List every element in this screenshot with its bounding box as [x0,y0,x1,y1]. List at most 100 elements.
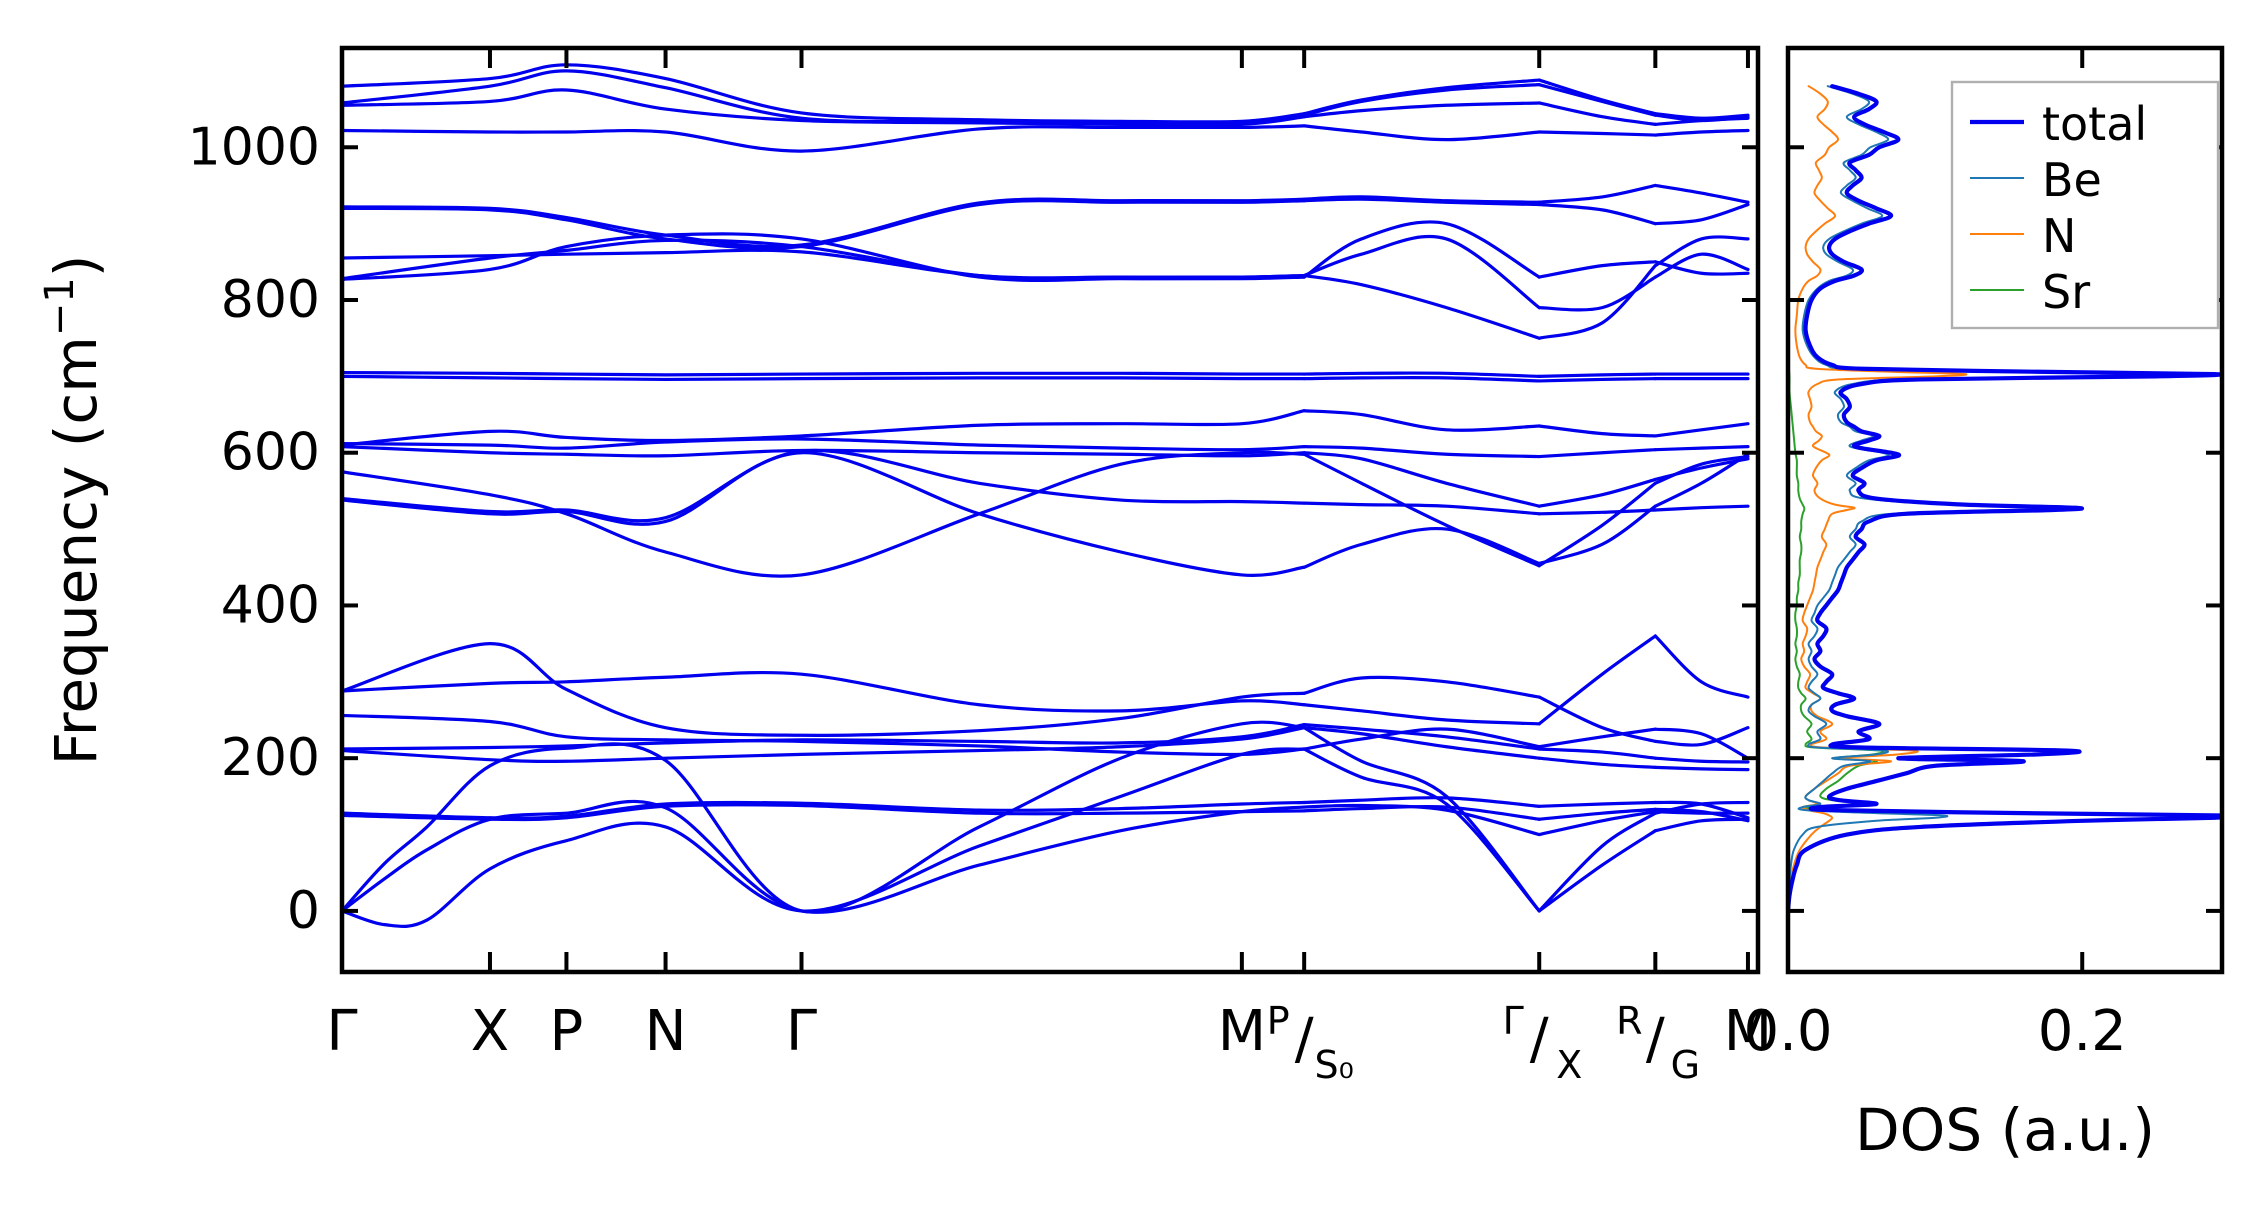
x-tick-label: M [1218,999,1266,1064]
x-tick-label-sub: G [1671,1043,1700,1087]
phonon-band-branch [1302,195,1541,204]
phonon-band-branch [1302,452,1541,568]
phonon-band-branch [1653,128,1750,137]
phonon-band-branch [1302,804,1541,821]
phonon-band-branch [342,370,1306,377]
y-tick-group: 0 200 400 600 800 1000 [188,117,1758,941]
phonon-band-branch [1537,275,1657,312]
phonon-band-branch [1302,727,1541,751]
x-tick-label-sup: P [1267,999,1290,1043]
phonon-band-branch [1653,202,1750,226]
phonon-band-branch [1653,445,1750,452]
phonon-band-branch [1537,477,1657,508]
phonon-band-branch [1537,811,1657,913]
y-axis-label-text: Frequency (cm−1) [37,255,110,766]
phonon-band-branch [1302,445,1541,459]
phonon-band-branch [1537,260,1657,279]
phonon-band-branch [1302,722,1541,751]
phonon-band-branch [342,670,1306,713]
phonon-band-branch [1653,235,1750,268]
phonon-band-branch [342,445,1306,458]
phonon-band-branch [1302,747,1541,913]
phonon-band-branch [1653,756,1750,764]
band-axes-frame [339,45,1761,975]
dos-x-tick-label: 0.0 [1743,999,1832,1064]
phonon-band-branch [342,124,1306,153]
phonon-band-branch [1537,372,1657,378]
phonon-band-branch [342,374,1306,382]
phonon-band-branch [1537,695,1657,743]
legend-label-Be: Be [2042,153,2102,207]
phonon-band-branch [1302,703,1541,726]
phonon-band-branch [1537,829,1657,913]
legend-entry[interactable]: Be [1970,153,2102,207]
phonon-band-branch [342,747,1306,929]
legend-label-total: total [2042,97,2147,151]
legend-entry[interactable]: total [1970,97,2147,151]
phonon-band-branch [1302,451,1541,508]
phonon-band-branch [342,800,1306,820]
phonon-band-branch [1653,800,1750,820]
legend-label-N: N [2042,209,2076,263]
x-tick-label: M [1724,999,1772,1064]
phonon-band-branch [1302,101,1541,119]
phonon-band-branch [1537,810,1657,837]
dos-curve-N [1788,85,1968,912]
legend-entry[interactable]: Sr [1970,265,2090,319]
x-tick-label-text: M [1724,999,1772,1064]
phonon-band-branch [342,409,1306,447]
phonon-band-branch [1302,124,1541,142]
y-tick-label: 800 [221,270,320,330]
phonon-band-branch [1653,454,1750,485]
dos-x-axis-label: DOS (a.u.) [1855,1096,2155,1164]
x-tick-label-text: Γ [786,999,817,1064]
phonon-band-branch [1653,252,1750,279]
phonon-band-branch [1302,234,1541,310]
phonon-band-branch [1653,807,1750,823]
x-tick-label-text: M [1218,999,1266,1064]
phonon-band-branch [1302,501,1541,516]
x-tick-label-text: Γ [326,999,357,1064]
dos-x-tick-label: 0.2 [2038,999,2127,1064]
x-tick-label-group: Γ X P N Γ M P / S₀Γ / XR / GM [326,999,1772,1087]
phonon-band-branch [1653,457,1750,482]
phonon-band-branch [1302,675,1541,699]
phonon-band-branch [1653,634,1750,699]
phonon-band-branch [1653,422,1750,438]
phonon-band-branch [342,799,1306,914]
phonon-band-branch [1537,424,1657,438]
phonon-band-branch [1537,727,1657,749]
dos-x-tick-group: 0.0 0.2 [1743,48,2127,1064]
x-tick-label-text: P [550,999,584,1064]
phonon-band-branch [1537,634,1657,726]
x-tick-label: P [550,999,584,1064]
phonon-band-branch [1302,796,1541,808]
y-tick-label: 400 [221,575,320,635]
y-tick-label: 0 [287,881,320,941]
x-tick-label: R / G [1616,999,1700,1087]
y-axis-label: Frequency (cm−1) [37,255,110,766]
phonon-band-branch [1537,130,1657,137]
x-tick-label-sup: Γ [1503,999,1524,1043]
phonon-band-branch [1537,504,1657,566]
phonon-band-branch [1653,183,1750,204]
legend-entry[interactable]: N [1970,209,2076,263]
phonon-band-branch [1537,800,1657,808]
y-tick-label: 1000 [188,117,320,177]
x-tick-label-text: N [645,999,687,1064]
phonon-band-branch [1302,409,1541,432]
phonon-band-branch [1302,78,1541,116]
phonon-band-branch [1537,377,1657,383]
phonon-band-branch [1302,726,1541,760]
x-tick-label: P / S₀ [1267,999,1354,1087]
phonon-band-branch [342,232,1306,283]
phonon-band-branch [1302,371,1541,378]
phonon-band-branch [342,248,1306,280]
legend-label-Sr: Sr [2042,265,2090,319]
x-tick-group [340,48,1750,972]
x-tick-label: Γ [326,999,357,1064]
phonon-band-branch [1537,747,1657,760]
phonon-band-branch [342,63,1306,124]
